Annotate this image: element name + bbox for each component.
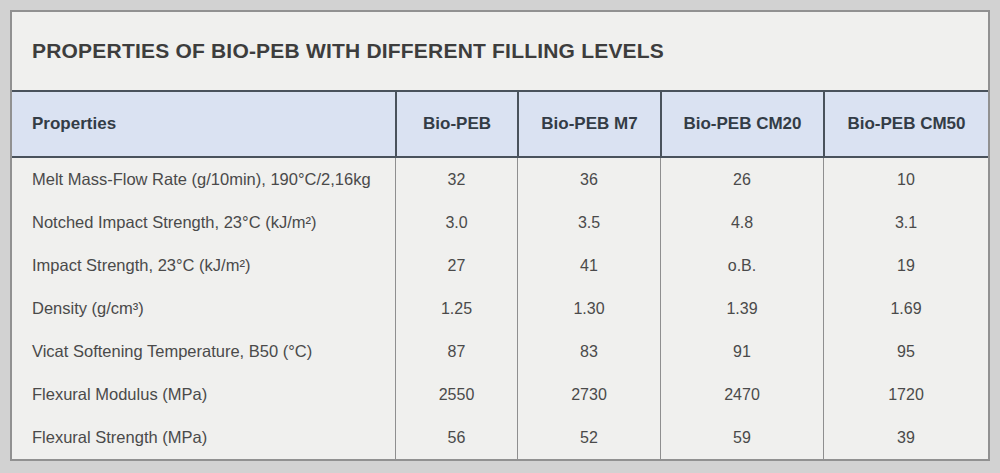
value-cell: 83 [517,330,660,373]
value-cell: 3.1 [823,201,988,244]
property-label: Flexural Modulus (MPa) [12,373,395,416]
table-header-row: Properties Bio-PEB Bio-PEB M7 Bio-PEB CM… [12,90,988,158]
value-cell: 1.30 [517,287,660,330]
column-header-properties: Properties [12,92,395,156]
table-row-notched-impact-strength: Notched Impact Strength, 23°C (kJ/m²) 3.… [12,201,988,244]
table-row-flexural-modulus: Flexural Modulus (MPa) 2550 2730 2470 17… [12,373,988,416]
value-cell: 2470 [660,373,823,416]
value-cell: o.B. [660,244,823,287]
value-cell: 1.69 [823,287,988,330]
value-cell: 4.8 [660,201,823,244]
value-cell: 59 [660,416,823,459]
value-cell: 1.39 [660,287,823,330]
property-label: Melt Mass-Flow Rate (g/10min), 190°C/2,1… [12,158,395,201]
table-row-impact-strength: Impact Strength, 23°C (kJ/m²) 27 41 o.B.… [12,244,988,287]
property-label: Flexural Strength (MPa) [12,416,395,459]
value-cell: 1720 [823,373,988,416]
table-title: PROPERTIES OF BIO-PEB WITH DIFFERENT FIL… [32,39,664,63]
value-cell: 2730 [517,373,660,416]
table-row-vicat-softening-temperature: Vicat Softening Temperature, B50 (°C) 87… [12,330,988,373]
value-cell: 26 [660,158,823,201]
value-cell: 36 [517,158,660,201]
property-label: Impact Strength, 23°C (kJ/m²) [12,244,395,287]
value-cell: 91 [660,330,823,373]
value-cell: 56 [395,416,517,459]
value-cell: 1.25 [395,287,517,330]
title-bar: PROPERTIES OF BIO-PEB WITH DIFFERENT FIL… [12,12,988,90]
value-cell: 95 [823,330,988,373]
column-header-bio-peb-cm50: Bio-PEB CM50 [823,92,988,156]
property-label: Notched Impact Strength, 23°C (kJ/m²) [12,201,395,244]
value-cell: 41 [517,244,660,287]
property-label: Vicat Softening Temperature, B50 (°C) [12,330,395,373]
value-cell: 2550 [395,373,517,416]
table-row-flexural-strength: Flexural Strength (MPa) 56 52 59 39 [12,416,988,459]
value-cell: 39 [823,416,988,459]
table-row-melt-mass-flow-rate: Melt Mass-Flow Rate (g/10min), 190°C/2,1… [12,158,988,201]
value-cell: 27 [395,244,517,287]
value-cell: 3.0 [395,201,517,244]
table-body: Melt Mass-Flow Rate (g/10min), 190°C/2,1… [12,158,988,459]
table-row-density: Density (g/cm³) 1.25 1.30 1.39 1.69 [12,287,988,330]
value-cell: 32 [395,158,517,201]
value-cell: 87 [395,330,517,373]
property-label: Density (g/cm³) [12,287,395,330]
column-header-bio-peb: Bio-PEB [395,92,517,156]
column-header-bio-peb-cm20: Bio-PEB CM20 [660,92,823,156]
value-cell: 52 [517,416,660,459]
value-cell: 3.5 [517,201,660,244]
column-header-bio-peb-m7: Bio-PEB M7 [517,92,660,156]
page: { "chart_data": { "type": "table", "titl… [0,0,1000,473]
value-cell: 19 [823,244,988,287]
value-cell: 10 [823,158,988,201]
properties-table-card: PROPERTIES OF BIO-PEB WITH DIFFERENT FIL… [10,10,990,461]
